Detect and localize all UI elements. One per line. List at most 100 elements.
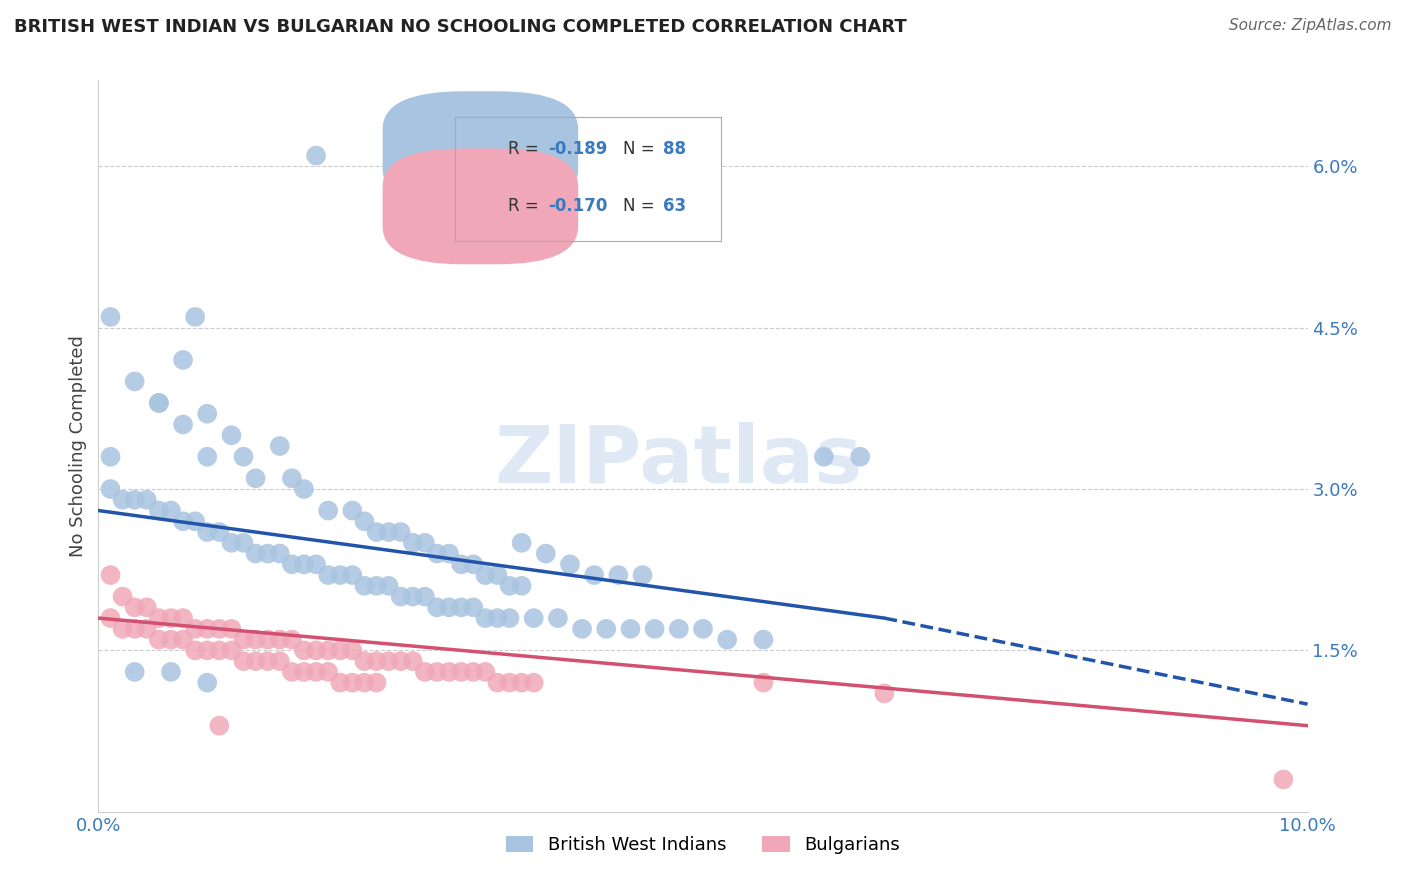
Point: [124, 600, 146, 615]
Point: [148, 611, 170, 625]
Point: [111, 590, 134, 604]
Point: [269, 547, 291, 561]
Point: [366, 675, 388, 690]
Point: [329, 568, 352, 582]
Point: [437, 665, 460, 679]
Point: [1272, 772, 1295, 787]
Point: [221, 536, 243, 550]
Point: [292, 665, 315, 679]
Point: [184, 643, 207, 657]
Point: [474, 611, 496, 625]
Point: [510, 675, 533, 690]
Point: [353, 654, 375, 668]
Point: [160, 665, 183, 679]
Point: [305, 665, 328, 679]
Text: Source: ZipAtlas.com: Source: ZipAtlas.com: [1229, 18, 1392, 33]
Point: [752, 632, 775, 647]
Point: [292, 558, 315, 572]
Point: [184, 622, 207, 636]
Point: [305, 558, 328, 572]
Point: [135, 622, 157, 636]
Point: [342, 643, 364, 657]
Point: [232, 450, 254, 464]
Point: [631, 568, 654, 582]
Point: [413, 665, 436, 679]
Point: [292, 643, 315, 657]
Point: [366, 524, 388, 539]
Point: [232, 536, 254, 550]
Point: [160, 611, 183, 625]
Point: [486, 675, 509, 690]
Point: [486, 568, 509, 582]
Point: [426, 547, 449, 561]
Point: [377, 654, 399, 668]
Point: [692, 622, 714, 636]
Point: [342, 503, 364, 517]
Point: [305, 643, 328, 657]
Point: [195, 524, 218, 539]
Point: [523, 611, 546, 625]
Point: [208, 524, 231, 539]
Point: [316, 643, 339, 657]
Point: [124, 492, 146, 507]
Point: [366, 579, 388, 593]
Point: [269, 439, 291, 453]
Point: [184, 514, 207, 528]
Point: [100, 482, 122, 496]
Point: [402, 536, 425, 550]
Point: [342, 568, 364, 582]
Point: [221, 622, 243, 636]
Point: [245, 632, 267, 647]
Point: [269, 632, 291, 647]
Point: [353, 675, 375, 690]
Point: [668, 622, 690, 636]
Point: [607, 568, 630, 582]
Point: [208, 643, 231, 657]
Point: [498, 611, 520, 625]
Point: [377, 524, 399, 539]
Point: [172, 353, 194, 368]
Point: [305, 148, 328, 162]
Legend: British West Indians, Bulgarians: British West Indians, Bulgarians: [499, 829, 907, 861]
Point: [256, 654, 278, 668]
Point: [413, 590, 436, 604]
Point: [148, 632, 170, 647]
Point: [281, 558, 304, 572]
Point: [426, 665, 449, 679]
Point: [195, 675, 218, 690]
Point: [100, 611, 122, 625]
Point: [245, 471, 267, 485]
Point: [426, 600, 449, 615]
Point: [148, 503, 170, 517]
Point: [571, 622, 593, 636]
Point: [316, 568, 339, 582]
Point: [437, 600, 460, 615]
Point: [463, 558, 485, 572]
Point: [292, 482, 315, 496]
Point: [100, 450, 122, 464]
Point: [232, 654, 254, 668]
Point: [221, 643, 243, 657]
Point: [124, 665, 146, 679]
Point: [498, 579, 520, 593]
Point: [160, 632, 183, 647]
Point: [195, 622, 218, 636]
Point: [873, 686, 896, 700]
Point: [148, 396, 170, 410]
Point: [752, 675, 775, 690]
Point: [366, 654, 388, 668]
Point: [813, 450, 835, 464]
Point: [534, 547, 557, 561]
Point: [644, 622, 666, 636]
Point: [111, 492, 134, 507]
Point: [172, 611, 194, 625]
Point: [195, 450, 218, 464]
Point: [450, 600, 472, 615]
Point: [450, 665, 472, 679]
Point: [498, 675, 520, 690]
Point: [619, 622, 641, 636]
Point: [184, 310, 207, 324]
Y-axis label: No Schooling Completed: No Schooling Completed: [69, 335, 87, 557]
Point: [342, 675, 364, 690]
Point: [232, 632, 254, 647]
